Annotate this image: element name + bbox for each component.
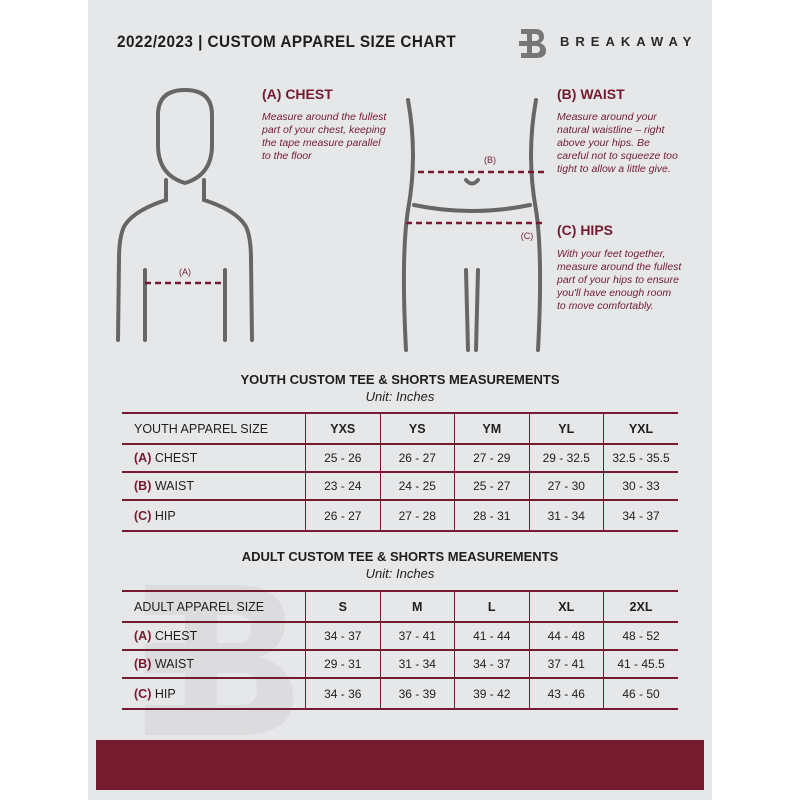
row-tag: (B) [134,657,152,671]
table-row: (A) CHEST 25 - 26 26 - 27 27 - 29 29 - 32.5 3… [122,443,678,473]
row-name: CHEST [154,451,198,465]
header-cell: ADULT APPAREL SIZE [122,590,306,623]
waist-heading: (B) WAIST [557,86,625,102]
cell: 27 - 28 [379,499,455,532]
header-cell: L [454,590,529,623]
table-row: (C) HIP 34 - 36 36 - 39 39 - 42 43 - 46 46 - … [122,677,678,710]
header-cell: 2XL [603,590,678,623]
cell: 29 - 32.5 [528,443,604,473]
row-tag: (C) [134,508,152,523]
cell: 31 - 34 [379,649,455,679]
cell: 46 - 50 [603,677,678,710]
header-cell: S [305,590,380,623]
header-cell: YL [528,412,604,445]
cell: 26 - 27 [379,443,455,473]
chest-instructions: Measure around the fullest part of your … [262,111,387,162]
cell: 34 - 37 [454,649,529,679]
adult-size-table: ADULT APPAREL SIZE S M L XL 2XL (A) CHES… [122,590,678,710]
cell: 34 - 37 [603,499,678,532]
waist-instructions: Measure around your natural waistline – … [557,111,678,175]
waist-marker: (B) [484,155,496,165]
header-cell: YOUTH APPAREL SIZE [122,412,306,445]
cell: 32.5 - 35.5 [603,443,678,473]
hips-instructions: With your feet together, measure around … [557,248,682,312]
row-label: (B) WAIST [122,649,306,679]
header-cell: M [379,590,455,623]
youth-size-table: YOUTH APPAREL SIZE YXS YS YM YL YXL (A) … [122,412,678,532]
row-name: CHEST [154,629,198,643]
row-tag: (A) [134,451,152,465]
cell: 28 - 31 [454,499,529,532]
adult-section-title: ADULT CUSTOM TEE & SHORTS MEASUREMENTS [241,549,559,564]
cell: 23 - 24 [305,471,380,501]
chest-marker: (A) [179,267,191,277]
cell: 39 - 42 [454,677,529,710]
cell: 26 - 27 [305,499,380,532]
header-cell: YXS [305,412,380,445]
cell: 37 - 41 [379,621,455,651]
row-label: (B) WAIST [122,471,306,501]
cell: 44 - 48 [528,621,604,651]
row-tag: (A) [134,629,152,643]
cell: 41 - 44 [454,621,529,651]
row-label: (C) HIP [122,499,306,532]
header-cell: YS [379,412,455,445]
header-cell: YM [454,412,529,445]
cell: 30 - 33 [603,471,678,501]
hips-marker: (C) [521,231,534,241]
youth-unit: Unit: Inches [365,389,435,404]
header-cell: YXL [603,412,678,445]
row-tag: (B) [134,479,152,493]
cell: 24 - 25 [379,471,455,501]
cell: 27 - 30 [528,471,604,501]
hips-heading: (C) HIPS [557,222,613,238]
row-name: HIP [154,686,176,701]
breakaway-logo-icon [519,29,546,58]
cell: 48 - 52 [603,621,678,651]
row-name: WAIST [154,657,194,671]
cell: 43 - 46 [528,677,604,710]
cell: 25 - 27 [454,471,529,501]
table-row: (B) WAIST 23 - 24 24 - 25 25 - 27 27 - 30 30 … [122,471,678,501]
lower-body-figure: (B) (C) [401,98,545,352]
cell: 27 - 29 [454,443,529,473]
table-row: (A) CHEST 34 - 37 37 - 41 41 - 44 44 - 48 48 … [122,621,678,651]
youth-section-title: YOUTH CUSTOM TEE & SHORTS MEASUREMENTS [240,372,560,387]
row-label: (A) CHEST [122,621,306,651]
cell: 34 - 36 [305,677,380,710]
cell: 25 - 26 [305,443,380,473]
header-cell: XL [528,590,604,623]
cell: 37 - 41 [528,649,604,679]
table-header-row: YOUTH APPAREL SIZE YXS YS YM YL YXL [122,412,678,445]
row-name: HIP [154,508,176,523]
cell: 36 - 39 [379,677,455,710]
row-label: (C) HIP [122,677,306,710]
table-row: (B) WAIST 29 - 31 31 - 34 34 - 37 37 - 41 41 … [122,649,678,679]
adult-unit: Unit: Inches [365,566,435,581]
table-header-row: ADULT APPAREL SIZE S M L XL 2XL [122,590,678,623]
table-row: (C) HIP 26 - 27 27 - 28 28 - 31 31 - 34 34 - … [122,499,678,532]
upper-body-figure: (A) [116,87,254,342]
cell: 31 - 34 [528,499,604,532]
chest-heading: (A) CHEST [262,86,333,102]
cell: 29 - 31 [305,649,380,679]
page-title: 2022/2023 | CUSTOM APPAREL SIZE CHART [117,32,457,51]
row-tag: (C) [134,686,152,701]
row-name: WAIST [154,479,194,493]
brand-name: BREAKAWAY [560,34,698,49]
footer-bar [96,740,704,790]
cell: 34 - 37 [305,621,380,651]
row-label: (A) CHEST [122,443,306,473]
cell: 41 - 45.5 [603,649,678,679]
